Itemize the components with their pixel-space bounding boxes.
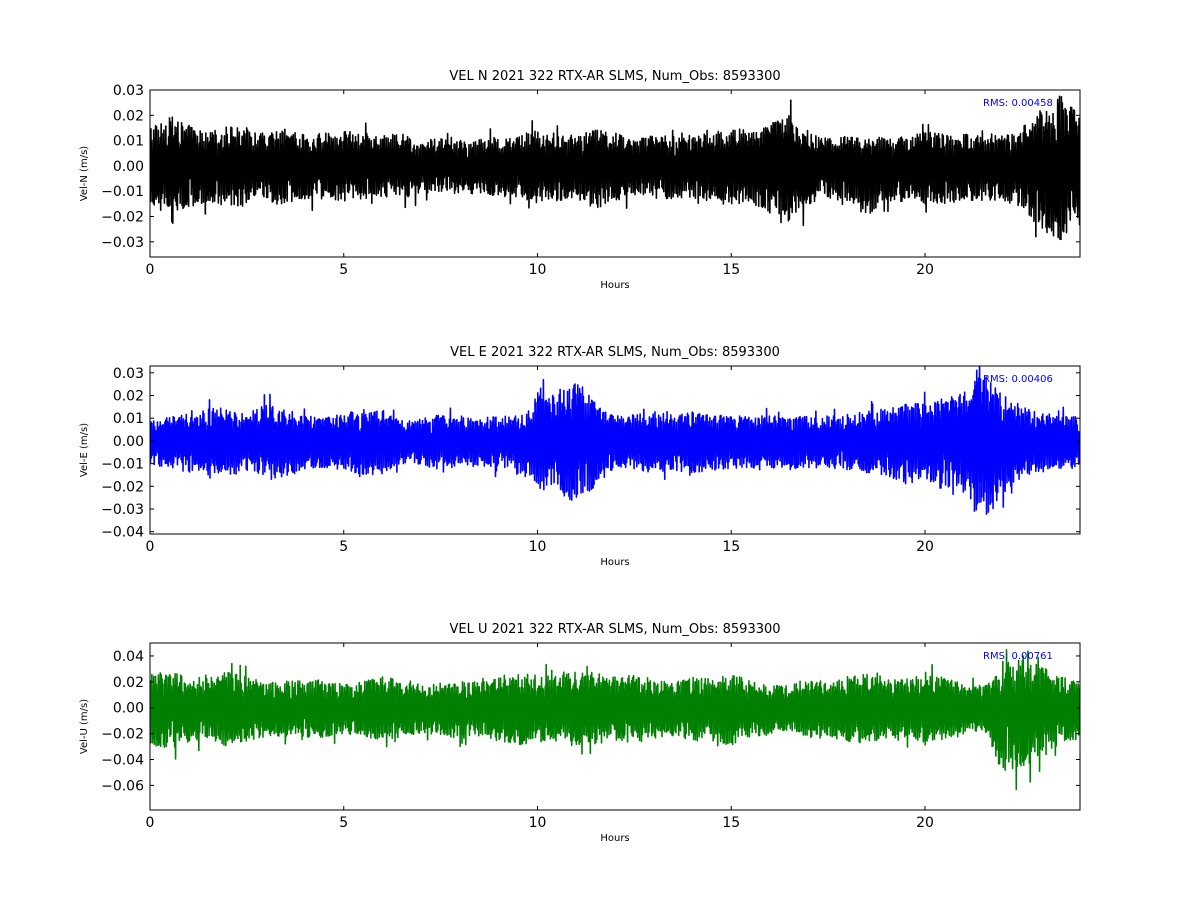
chart-title: VEL E 2021 322 RTX-AR SLMS, Num_Obs: 859… bbox=[450, 345, 780, 360]
x-tick-label: 5 bbox=[339, 539, 348, 555]
y-tick-label: −0.04 bbox=[101, 525, 144, 541]
panel-1: 0 5 10 15 20 0.03 0.02 0.01 0.00 −0.01 −0.02 −0.03 V… bbox=[79, 69, 1081, 291]
axes-frame bbox=[149, 642, 1081, 811]
y-tick-label: −0.02 bbox=[101, 479, 144, 495]
y-tick-label: 0.03 bbox=[113, 366, 144, 382]
y-tick-label: 0.00 bbox=[113, 434, 144, 450]
y-tick-label: −0.03 bbox=[101, 235, 144, 251]
y-tick-label: 0.00 bbox=[113, 159, 144, 175]
chart-title: VEL U 2021 322 RTX-AR SLMS, Num_Obs: 859… bbox=[449, 622, 780, 637]
x-tick-label: 0 bbox=[146, 539, 155, 555]
x-tick-label: 20 bbox=[916, 815, 934, 831]
x-axis-label: Hours bbox=[600, 833, 629, 844]
x-tick-label: 20 bbox=[916, 539, 934, 555]
y-axis-label: Vel-E (m/s) bbox=[79, 423, 90, 477]
rms-annotation: RMS: 0.00458 bbox=[983, 98, 1053, 109]
y-tick-label: 0.02 bbox=[113, 675, 144, 691]
x-tick-label: 10 bbox=[529, 539, 547, 555]
x-axis-label: Hours bbox=[600, 557, 629, 568]
y-axis-label: Vel-U (m/s) bbox=[79, 699, 90, 754]
y-tick-label: −0.01 bbox=[101, 457, 144, 473]
x-tick-label: 15 bbox=[722, 539, 740, 555]
x-tick-label: 15 bbox=[722, 262, 740, 278]
x-tick-label: 5 bbox=[339, 262, 348, 278]
y-tick-label: 0.02 bbox=[113, 108, 144, 124]
x-tick-label: 0 bbox=[146, 262, 155, 278]
y-tick-label: 0.00 bbox=[113, 701, 144, 717]
x-tick-label: 20 bbox=[916, 262, 934, 278]
x-tick-label: 10 bbox=[529, 262, 547, 278]
x-tick-label: 5 bbox=[339, 815, 348, 831]
axes-frame bbox=[149, 89, 1081, 258]
rms-annotation: RMS: 0.00761 bbox=[983, 651, 1053, 662]
y-tick-label: −0.02 bbox=[101, 727, 144, 743]
panel-2: 0 5 10 15 20 0.03 0.02 0.01 0.00 −0.01 −0.02 −0.03 −… bbox=[79, 345, 1081, 568]
axes-frame bbox=[149, 365, 1081, 535]
series-line bbox=[150, 648, 1080, 791]
x-axis-label: Hours bbox=[600, 280, 629, 291]
y-tick-label: 0.02 bbox=[113, 389, 144, 405]
y-tick-label: −0.01 bbox=[101, 184, 144, 200]
x-tick-label: 15 bbox=[722, 815, 740, 831]
chart-title: VEL N 2021 322 RTX-AR SLMS, Num_Obs: 859… bbox=[449, 69, 780, 84]
y-tick-label: −0.04 bbox=[101, 753, 144, 769]
x-tick-label: 0 bbox=[146, 815, 155, 831]
y-tick-label: 0.01 bbox=[113, 411, 144, 427]
series-line bbox=[150, 95, 1080, 241]
y-tick-label: 0.04 bbox=[113, 649, 144, 665]
y-axis-label: Vel-N (m/s) bbox=[79, 146, 90, 201]
series-line bbox=[150, 366, 1080, 515]
rms-annotation: RMS: 0.00406 bbox=[983, 374, 1053, 385]
x-tick-label: 10 bbox=[529, 815, 547, 831]
y-tick-label: −0.06 bbox=[101, 778, 144, 794]
y-tick-label: −0.03 bbox=[101, 502, 144, 518]
y-tick-label: 0.03 bbox=[113, 83, 144, 99]
y-tick-label: 0.01 bbox=[113, 134, 144, 150]
y-tick-label: −0.02 bbox=[101, 210, 144, 226]
panel-3: 0 5 10 15 20 0.04 0.02 0.00 −0.02 −0.04 −0.06 VEL U… bbox=[79, 622, 1081, 844]
panels: 0 5 10 15 20 0.03 0.02 0.01 0.00 −0.01 −0.02 −0.03 V… bbox=[79, 69, 1081, 844]
